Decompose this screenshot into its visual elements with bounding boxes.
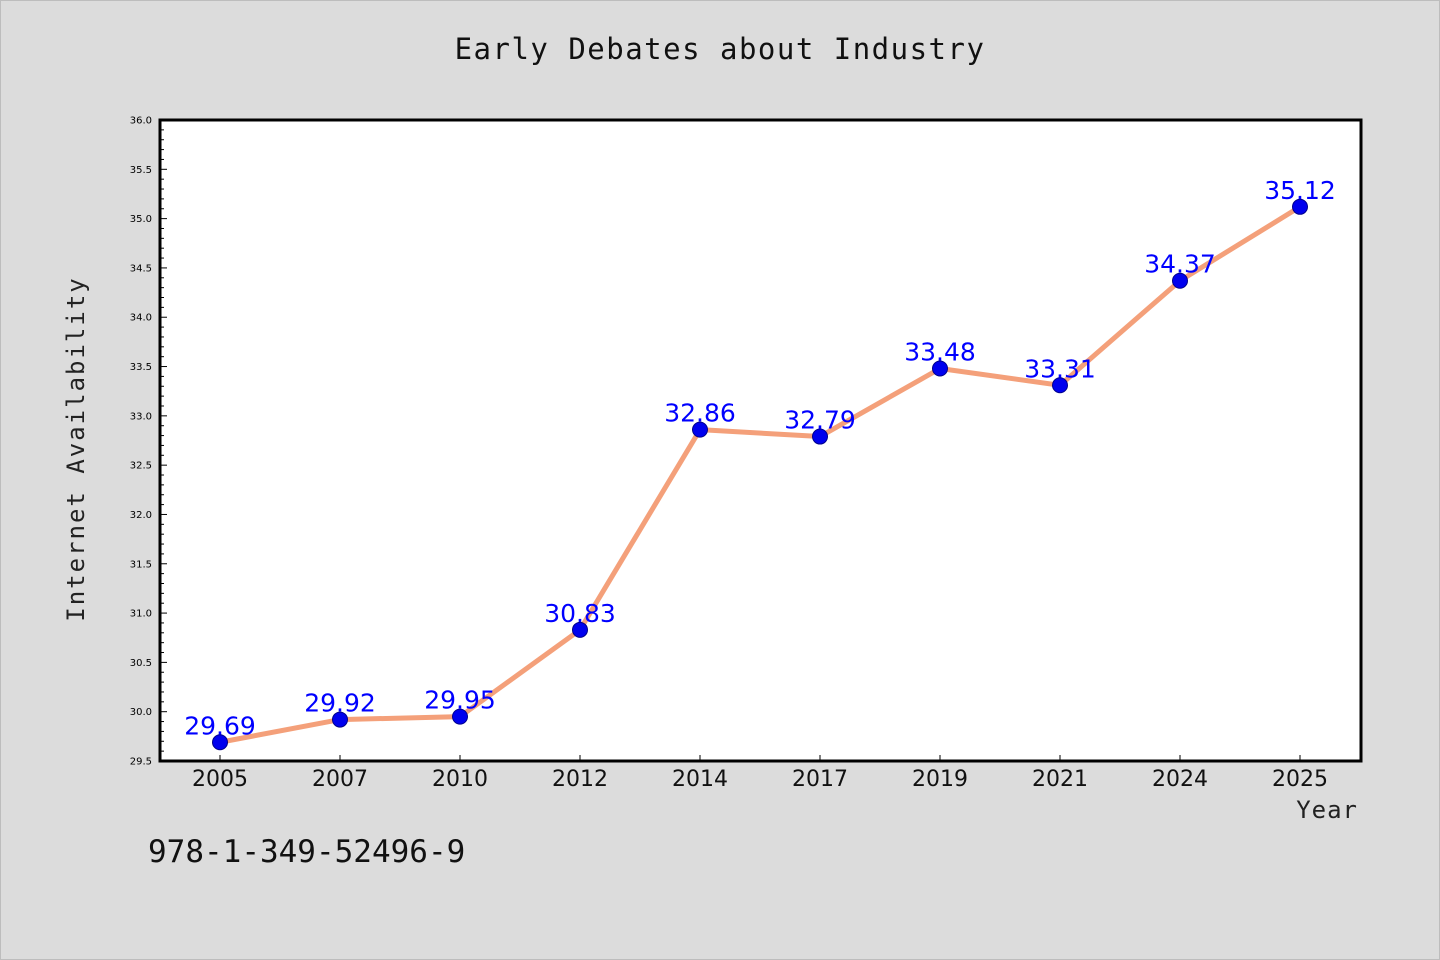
y-tick-label: 35.5 (130, 165, 152, 176)
data-point (1052, 377, 1068, 394)
data-point (692, 421, 708, 438)
x-tick-label: 2010 (432, 767, 488, 792)
x-tick-label: 2012 (552, 767, 608, 792)
x-tick-label: 2014 (672, 767, 728, 792)
x-tick-label: 2007 (312, 767, 368, 792)
data-label: 33.48 (904, 338, 976, 367)
data-label: 30.83 (544, 599, 616, 628)
x-tick-label: 2019 (912, 767, 968, 792)
y-tick-label: 32.0 (130, 510, 152, 521)
data-point (212, 734, 228, 751)
data-label: 33.31 (1024, 354, 1096, 383)
data-point (452, 708, 468, 725)
data-point (812, 428, 828, 445)
data-label: 32.86 (664, 399, 736, 428)
x-tick-label: 2017 (792, 767, 848, 792)
y-tick-label: 34.0 (130, 313, 152, 324)
data-point (932, 360, 948, 377)
y-tick-label: 33.0 (130, 411, 152, 422)
x-tick-label: 2021 (1032, 767, 1088, 792)
y-tick-label: 30.5 (130, 658, 152, 669)
y-tick-label: 30.0 (130, 707, 152, 718)
plot-frame (158, 118, 1363, 763)
data-label: 32.79 (784, 406, 856, 435)
x-tick-label: 2005 (192, 767, 248, 792)
series-line (217, 204, 1303, 745)
y-tick-label: 34.5 (130, 263, 152, 274)
data-label: 34.37 (1144, 250, 1216, 279)
data-label: 29.95 (424, 686, 496, 715)
y-tick-label: 29.5 (130, 757, 152, 768)
y-tick-label: 35.0 (130, 214, 152, 225)
y-tick-label: 36.0 (130, 116, 152, 127)
y-tick-label: 31.5 (130, 559, 152, 570)
y-tick-label: 33.5 (130, 362, 152, 373)
data-point (572, 621, 588, 638)
chart-title: Early Debates about Industry (454, 32, 986, 66)
data-label: 29.69 (184, 711, 256, 740)
x-tick-label: 2024 (1152, 767, 1208, 792)
data-label: 35.12 (1264, 176, 1336, 205)
data-point (1172, 272, 1188, 289)
data-label: 29.92 (304, 689, 376, 718)
data-point (332, 711, 348, 728)
y-tick-label: 32.5 (130, 461, 152, 472)
isbn-footnote: 978-1-349-52496-9 (148, 834, 466, 870)
y-tick-label: 31.0 (130, 609, 152, 620)
plot-area (160, 120, 1361, 761)
data-point (1292, 198, 1308, 215)
x-tick-label: 2025 (1272, 767, 1328, 792)
x-axis-label: Year (1296, 796, 1358, 824)
